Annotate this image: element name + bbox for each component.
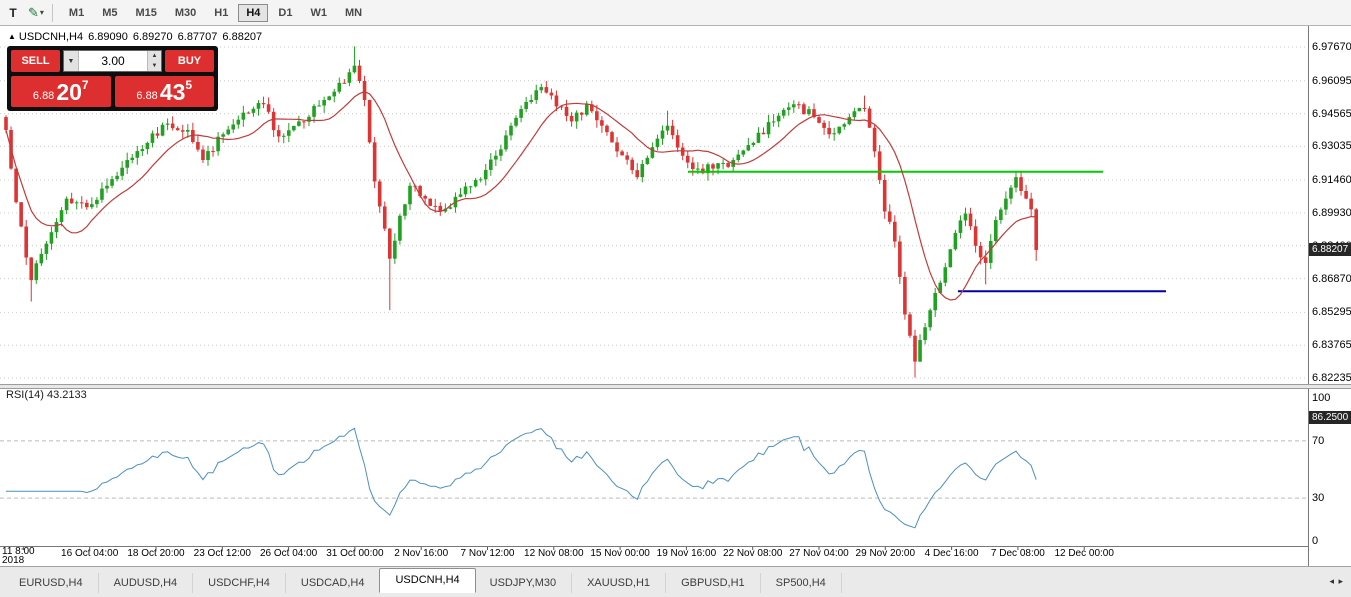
triangle-up-icon: ▲ [8,32,16,41]
volume-stepper[interactable]: ▼ 3.00 ▲ ▼ [63,50,162,72]
price-axis-label: 6.86870 [1312,272,1351,285]
chart-tabs: EURUSD,H4 AUDUSD,H4 USDCHF,H4 USDCAD,H4 USDC… [0,567,1351,593]
pane-splitter[interactable] [0,384,1351,389]
time-axis-label: 12 Nov 08:00 [524,548,584,559]
spin-down-icon[interactable]: ▼ [148,61,161,71]
current-price-box: 6.88207 [1309,242,1351,256]
time-axis-label: 16 Oct 04:00 [61,548,119,559]
chart-tab-USDCNH-H4[interactable]: USDCNH,H4 [379,568,476,593]
chart-tab-USDCAD-H4[interactable]: USDCAD,H4 [286,573,381,593]
price-axis-label: 6.93035 [1312,140,1351,153]
time-axis-label: 19 Nov 16:00 [656,548,717,559]
ohlc-high: 6.89270 [132,31,173,43]
time-axis-label: 4 Dec 16:00 [924,548,979,559]
pencil-icon: ✎ [28,4,39,20]
chevron-down-icon: ▾ [39,8,44,17]
price-axis: 6.97670 6.96095 6.94565 6.93035 6.91460 6.899… [1309,0,1351,566]
time-axis-first-label: 11 8:00 2018 [2,546,35,566]
ohlc-close: 6.88207 [222,31,263,43]
chart-tab-USDJPY-M30[interactable]: USDJPY,M30 [475,573,573,593]
time-axis-label: 29 Nov 20:00 [855,548,916,559]
bid-quote-button[interactable]: 6.88 20 7 [11,76,111,107]
time-axis-label: 22 Nov 08:00 [722,548,783,559]
chart-tab-GBPUSD-H1[interactable]: GBPUSD,H1 [666,573,761,593]
spin-up-icon[interactable]: ▲ [148,51,161,61]
volume-dropdown-icon[interactable]: ▼ [64,51,79,71]
time-axis-label: 18 Oct 20:00 [127,548,185,559]
ask-pip-digit: 5 [185,78,193,92]
rsi-axis-label: 100 [1312,392,1331,404]
ohlc-low: 6.87707 [177,31,218,43]
rsi-axis-label: 70 [1312,434,1325,447]
bid-prefix: 6.88 [32,90,55,102]
chart-tab-AUDUSD-H4[interactable]: AUDUSD,H4 [99,573,194,593]
time-axis: 11 8:00 2018 16 Oct 04:00 18 Oct 20:00 23 … [0,546,1308,566]
timeframe-button-M1[interactable]: M1 [68,6,85,19]
timeframe-button-M30[interactable]: M30 [174,6,197,19]
timeframe-button-MN[interactable]: MN [344,6,363,19]
symbol-name: USDCNH,H4 [18,31,84,43]
price-axis-label: 6.97670 [1312,41,1351,53]
volume-value[interactable]: 3.00 [101,54,125,68]
rsi-axis-label: 30 [1312,492,1325,505]
time-axis-label: 12 Dec 00:00 [1054,548,1114,559]
chart-tab-EURUSD-H4[interactable]: EURUSD,H4 [4,573,99,593]
time-axis-label: 27 Nov 04:00 [789,548,849,559]
time-axis-label: 2 Nov 16:00 [394,548,449,559]
bid-big-digits: 20 [56,79,82,105]
time-axis-label: 15 Nov 00:00 [590,548,650,559]
timeframe-button-D1[interactable]: D1 [278,6,293,19]
ohlc-open: 6.89090 [88,31,128,43]
time-axis-label: 7 Nov 12:00 [460,548,515,559]
symbol-info: ▲ USDCNH,H4 6.89090 6.89270 6.87707 6.88207 [8,31,267,43]
price-axis-label: 6.83765 [1312,339,1351,352]
text-tool-button[interactable]: T [9,5,17,20]
sell-button[interactable]: SELL [11,50,60,72]
chart-tab-bar: EURUSD,H4 AUDUSD,H4 USDCHF,H4 USDCAD,H4 USDC… [0,566,1351,597]
toolbar-separator [51,3,53,22]
timeframe-button-M5[interactable]: M5 [102,6,118,19]
price-axis-label: 6.89930 [1312,206,1351,219]
ask-big-digits: 43 [159,79,186,105]
price-axis-label: 6.85295 [1312,306,1351,319]
time-axis-label: 7 Dec 08:00 [990,548,1045,559]
time-axis-label: 31 Oct 00:00 [326,548,384,559]
ask-quote-button[interactable]: 6.88 43 5 [114,76,214,107]
tab-scroll-buttons[interactable]: ◂ ▸ [1329,576,1344,586]
price-axis-label: 6.96095 [1312,74,1351,87]
chart-tab-SP500-H4[interactable]: SP500,H4 [761,573,842,593]
bid-pip-digit: 7 [81,78,89,92]
volume-spinner: ▲ ▼ [147,51,161,71]
timeframe-button-H1[interactable]: H1 [214,6,229,19]
timeframe-buttons: M1 M5 M15 M30 H1 H4 D1 W1 MN [61,3,370,22]
rsi-axis-label: 0 [1312,535,1319,547]
chart-tab-USDCHF-H4[interactable]: USDCHF,H4 [193,573,286,593]
rsi-marker-box: 86.2500 [1309,410,1351,424]
buy-button[interactable]: BUY [165,50,214,72]
price-axis-label: 6.82235 [1312,372,1351,384]
price-axis-label: 6.91460 [1312,174,1351,187]
one-click-trading-panel: SELL ▼ 3.00 ▲ ▼ BUY 6.88 20 7 6.88 43 5 [7,46,218,111]
price-axis-label: 6.94565 [1312,107,1351,120]
draw-tool-button[interactable]: ✎ ▾ [28,5,44,21]
timeframe-button-M15[interactable]: M15 [135,6,157,19]
rsi-indicator-label: RSI(14) 43.2133 [6,389,87,401]
top-toolbar: T ✎ ▾ M1 M5 M15 M30 H1 H4 D1 W1 MN [0,0,1351,26]
time-axis-label: 26 Oct 04:00 [259,548,318,559]
timeframe-button-H4[interactable]: H4 [238,3,269,22]
timeframe-button-W1[interactable]: W1 [310,6,327,19]
chart-tab-XAUUSD-H1[interactable]: XAUUSD,H1 [572,573,667,593]
time-axis-label: 23 Oct 12:00 [193,548,251,559]
ask-prefix: 6.88 [136,90,158,102]
